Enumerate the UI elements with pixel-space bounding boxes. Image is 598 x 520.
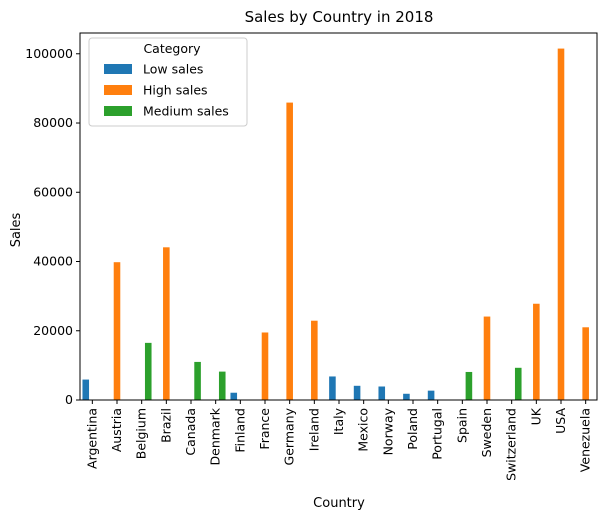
bar-poland-low-sales — [403, 393, 410, 400]
bar-switzerland-medium-sales — [514, 367, 522, 400]
y-tick-label: 0 — [65, 392, 73, 407]
legend-box — [88, 37, 248, 127]
x-tick-label: UK — [528, 407, 543, 425]
legend-entry-label: Low sales — [143, 62, 203, 77]
x-tick-label: USA — [553, 408, 568, 434]
x-tick-label: Sweden — [479, 408, 494, 457]
legend-swatch — [104, 106, 132, 116]
bar-canada-medium-sales — [194, 361, 201, 400]
x-tick-label: Germany — [282, 407, 297, 465]
y-tick-label: 80000 — [33, 115, 73, 130]
y-tick-label: 20000 — [33, 323, 73, 338]
bar-belgium-medium-sales — [144, 342, 152, 400]
bar-usa-high-sales — [557, 48, 565, 400]
x-axis-label: Country — [313, 496, 365, 511]
bar-portugal-low-sales — [427, 390, 435, 400]
x-tick-label: Mexico — [356, 408, 371, 452]
x-tick-label: Canada — [183, 408, 198, 456]
x-tick-label: Venezuela — [578, 408, 593, 472]
y-tick-label: 100000 — [25, 46, 73, 61]
legend-swatch — [104, 85, 132, 95]
bar-france-high-sales — [261, 332, 269, 400]
bar-venezuela-high-sales — [582, 327, 589, 400]
x-tick-label: Argentina — [84, 408, 99, 469]
bar-germany-high-sales — [286, 102, 293, 400]
x-tick-label: Italy — [331, 407, 346, 435]
x-tick-label: Austria — [109, 408, 124, 452]
y-axis-label: Sales — [9, 212, 24, 247]
bar-uk-high-sales — [533, 303, 540, 400]
legend-swatch — [104, 64, 132, 74]
bar-austria-high-sales — [113, 262, 121, 400]
bar-brazil-high-sales — [163, 247, 170, 400]
bar-argentina-low-sales — [82, 379, 90, 400]
bar-norway-low-sales — [378, 386, 386, 400]
y-tick-label: 40000 — [33, 254, 73, 269]
x-tick-label: Belgium — [134, 408, 149, 459]
x-tick-label: Poland — [405, 408, 420, 450]
bar-italy-low-sales — [329, 376, 336, 400]
x-tick-label: Brazil — [158, 408, 173, 443]
legend-entry-label: Medium sales — [143, 104, 229, 119]
x-tick-label: Spain — [454, 408, 469, 443]
bar-finland-low-sales — [230, 392, 238, 400]
y-tick-label: 60000 — [33, 184, 73, 199]
bar-spain-medium-sales — [465, 371, 473, 400]
axes-layer: 0 20000 40000 60000 80000 100000 Argentina Aust… — [25, 32, 598, 481]
x-tick-label: Ireland — [306, 408, 321, 451]
legend-title: Category — [143, 41, 201, 56]
x-tick-label: Portugal — [430, 408, 445, 460]
x-tick-label: France — [257, 408, 272, 450]
chart-title: Sales by Country in 2018 — [245, 8, 434, 26]
x-tick-label: Finland — [232, 408, 247, 453]
x-tick-label: Norway — [380, 407, 395, 455]
legend-entry-label: High sales — [143, 83, 208, 98]
legend: Category Low sales High sales Medium sales — [88, 37, 248, 127]
bar-sweden-high-sales — [483, 316, 491, 400]
bars-layer — [82, 48, 589, 400]
x-tick-label: Denmark — [208, 407, 223, 465]
bar-denmark-medium-sales — [218, 371, 226, 400]
x-tick-label: Switzerland — [504, 408, 519, 481]
bar-ireland-high-sales — [311, 320, 318, 400]
bar-mexico-low-sales — [353, 385, 361, 400]
